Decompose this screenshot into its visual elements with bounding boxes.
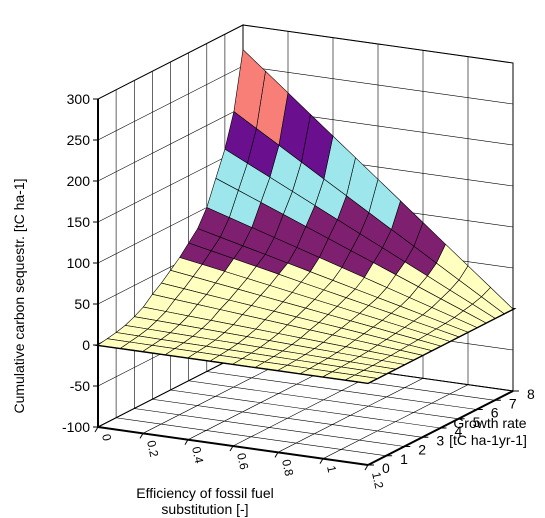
x-tick-label: 1.2 — [369, 471, 386, 491]
y-tick-label: 2 — [418, 442, 426, 458]
z-axis-title: Cumulative carbon sequestr. [tC ha-1] — [11, 178, 27, 413]
z-tick-label: -100 — [62, 419, 90, 435]
x-tick — [274, 452, 279, 458]
y-tick-label: 6 — [491, 405, 499, 421]
y-tick-label: 1 — [400, 451, 408, 467]
x-tick-label: 0.8 — [279, 458, 296, 478]
z-tick-label: 150 — [67, 214, 91, 230]
x-tick — [94, 426, 99, 433]
x-axis-title-line1: Efficiency of fossil fuel — [136, 485, 273, 501]
x-tick-label: 0.6 — [234, 452, 251, 472]
z-tick-label: 100 — [67, 255, 91, 271]
y-gridline — [170, 62, 441, 429]
z-tick-label: 300 — [67, 91, 91, 107]
z-tick-label: 250 — [67, 132, 91, 148]
y-gridline — [206, 43, 477, 410]
y-tick-label: 7 — [509, 395, 517, 411]
y-tick-label: 5 — [473, 414, 481, 430]
surface-cell — [97, 338, 130, 349]
z-tick-label: 50 — [74, 296, 90, 312]
x-axis-title-line2: substitution [-] — [161, 501, 248, 517]
y-gridline — [152, 71, 423, 438]
y-gridline — [134, 80, 405, 447]
x-tick — [184, 439, 189, 445]
z-tick-label: -50 — [70, 378, 90, 394]
x-tick — [229, 445, 234, 452]
y-tick-label: 3 — [436, 432, 444, 448]
surface-plot — [97, 49, 514, 384]
z-tick-label: 200 — [67, 173, 91, 189]
x-tick-label: 0 — [99, 433, 114, 443]
y-gridline — [115, 89, 387, 457]
x-tick-label: 1 — [324, 464, 339, 474]
y-tick-label: 0 — [382, 460, 390, 476]
x-tick — [139, 433, 144, 439]
y-gridline — [188, 52, 459, 420]
x-tick — [364, 464, 369, 471]
x-tick — [319, 458, 324, 464]
x-tick-label: 0.2 — [144, 439, 161, 459]
y-axis-title-line1: Growth rate — [453, 415, 526, 431]
y-tick-label: 8 — [527, 386, 535, 402]
x-tick-label: 0.4 — [189, 445, 206, 465]
z-tick-label: 0 — [82, 337, 90, 353]
y-axis-title-line2: [tC ha-1yr-1] — [449, 432, 527, 448]
y-tick-label: 4 — [455, 423, 463, 439]
